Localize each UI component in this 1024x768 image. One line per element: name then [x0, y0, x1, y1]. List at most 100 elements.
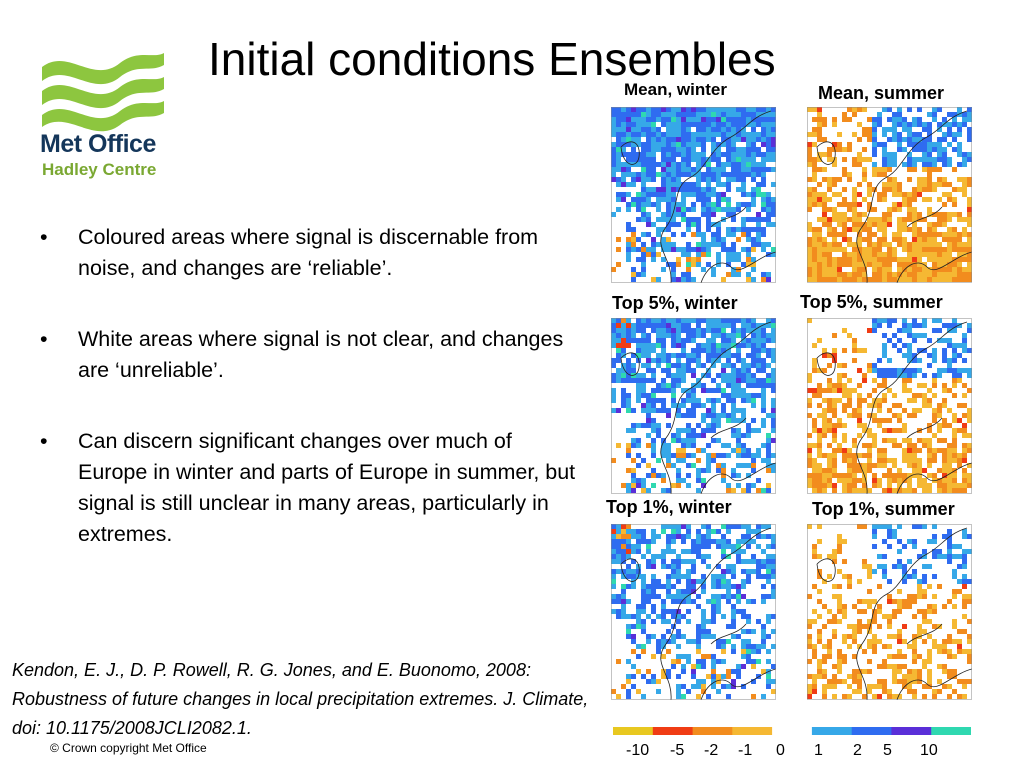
map-cell	[701, 589, 706, 594]
map-cell	[766, 579, 771, 584]
map-cell	[716, 639, 721, 644]
map-cell	[907, 142, 912, 147]
map-cell	[947, 388, 952, 393]
map-cell	[711, 413, 716, 418]
map-cell	[892, 343, 897, 348]
map-cell	[867, 227, 872, 232]
map-cell	[857, 609, 862, 614]
map-cell	[751, 664, 756, 669]
map-cell	[616, 132, 621, 137]
map-cell	[771, 664, 776, 669]
map-cell	[882, 267, 887, 272]
map-cell	[721, 333, 726, 338]
map-cell	[651, 423, 656, 428]
map-cell	[761, 368, 766, 373]
map-cell	[922, 594, 927, 599]
map-cell	[872, 544, 877, 549]
map-cell	[706, 338, 711, 343]
map-cell	[616, 333, 621, 338]
map-cell	[942, 182, 947, 187]
map-cell	[761, 624, 766, 629]
map-cell	[932, 348, 937, 353]
map-cell	[651, 222, 656, 227]
logo-text-met-office: Met Office	[40, 130, 156, 158]
map-cell	[636, 338, 641, 343]
map-cell	[812, 488, 817, 493]
map-cell	[857, 433, 862, 438]
map-cell	[957, 483, 962, 488]
map-cell	[686, 443, 691, 448]
map-cell	[706, 328, 711, 333]
map-cell	[676, 644, 681, 649]
map-cell	[736, 609, 741, 614]
map-cell	[711, 112, 716, 117]
map-cell	[726, 418, 731, 423]
map-cell	[651, 247, 656, 252]
map-cell	[912, 142, 917, 147]
map-cell	[641, 423, 646, 428]
map-cell	[626, 333, 631, 338]
map-cell	[761, 398, 766, 403]
map-cell	[967, 348, 972, 353]
map-cell	[681, 152, 686, 157]
map-cell	[651, 252, 656, 257]
map-cell	[857, 684, 862, 689]
map-cell	[962, 448, 967, 453]
map-cell	[661, 172, 666, 177]
map-cell	[691, 333, 696, 338]
map-cell	[701, 418, 706, 423]
map-cell	[947, 162, 952, 167]
map-cell	[932, 237, 937, 242]
map-cell	[741, 614, 746, 619]
map-cell	[741, 187, 746, 192]
map-cell	[937, 468, 942, 473]
map-cell	[711, 423, 716, 428]
map-cell	[651, 107, 656, 112]
map-cell	[847, 579, 852, 584]
map-cell	[636, 398, 641, 403]
map-cell	[817, 237, 822, 242]
map-cell	[716, 674, 721, 679]
map-cell	[676, 659, 681, 664]
map-cell	[842, 187, 847, 192]
map-cell	[746, 227, 751, 232]
map-cell	[842, 172, 847, 177]
map-cell	[721, 659, 726, 664]
map-cell	[942, 132, 947, 137]
map-cell	[852, 343, 857, 348]
map-cell	[731, 433, 736, 438]
map-cell	[671, 634, 676, 639]
map-cell	[626, 554, 631, 559]
map-cell	[842, 348, 847, 353]
map-cell	[691, 182, 696, 187]
map-cell	[857, 413, 862, 418]
map-cell	[731, 649, 736, 654]
map-cell	[701, 237, 706, 242]
map-cell	[766, 544, 771, 549]
map-cell	[962, 112, 967, 117]
map-cell	[771, 453, 776, 458]
map-cell	[887, 323, 892, 328]
map-cell	[641, 167, 646, 172]
map-cell	[827, 267, 832, 272]
map-cell	[837, 473, 842, 478]
map-cell	[731, 388, 736, 393]
map-cell	[636, 192, 641, 197]
map-cell	[827, 473, 832, 478]
map-cell	[766, 378, 771, 383]
map-cell	[877, 257, 882, 262]
map-cell	[676, 694, 681, 699]
map-cell	[621, 368, 626, 373]
map-cell	[812, 689, 817, 694]
map-cell	[962, 468, 967, 473]
map-cell	[711, 363, 716, 368]
map-cell	[947, 544, 952, 549]
map-cell	[706, 423, 711, 428]
map-cell	[892, 403, 897, 408]
map-cell	[837, 619, 842, 624]
map-cell	[746, 619, 751, 624]
map-cell	[661, 192, 666, 197]
map-cell	[726, 639, 731, 644]
map-cell	[867, 232, 872, 237]
map-cell	[877, 142, 882, 147]
